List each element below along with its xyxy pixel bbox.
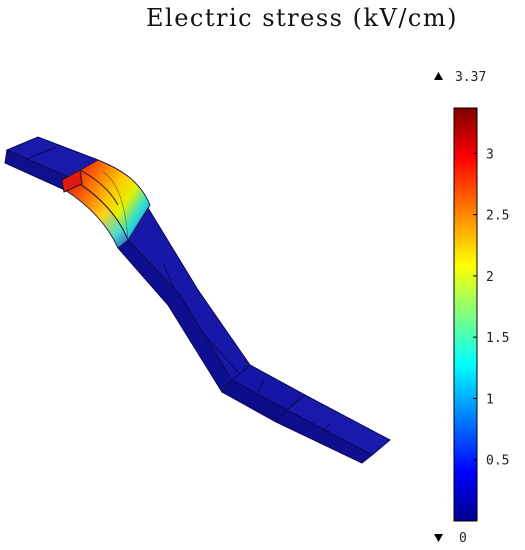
colorbar-tick-label: 3 (486, 147, 494, 162)
colorbar-max-triangle-icon (434, 72, 443, 80)
conductor-model (4, 136, 391, 464)
colorbar-max-label: 3.37 (455, 70, 486, 85)
colorbar-ticks: 3 2.5 2 1.5 1 0.5 (473, 147, 509, 469)
colorbar-tick-label: 2 (486, 270, 494, 285)
colorbar-min-label: 0 (459, 531, 467, 546)
stress-hotspot (61, 159, 151, 249)
hotspot-peak-edge (61, 169, 83, 193)
conductor-diagonal-top (127, 207, 251, 381)
figure-title: Electric stress (kV/cm) (146, 4, 458, 32)
colorbar-gradient (453, 107, 478, 522)
colorbar: 3.37 0 3 2.5 2 1.5 1 0.5 (434, 70, 509, 546)
colorbar-tick-label: 1 (486, 392, 494, 407)
colorbar-tick-label: 2.5 (486, 209, 509, 224)
colorbar-tick-label: 1.5 (486, 331, 509, 346)
conductor-right-end-front (275, 409, 373, 464)
colorbar-tick-label: 0.5 (486, 454, 509, 469)
colorbar-min-triangle-icon (434, 534, 443, 542)
